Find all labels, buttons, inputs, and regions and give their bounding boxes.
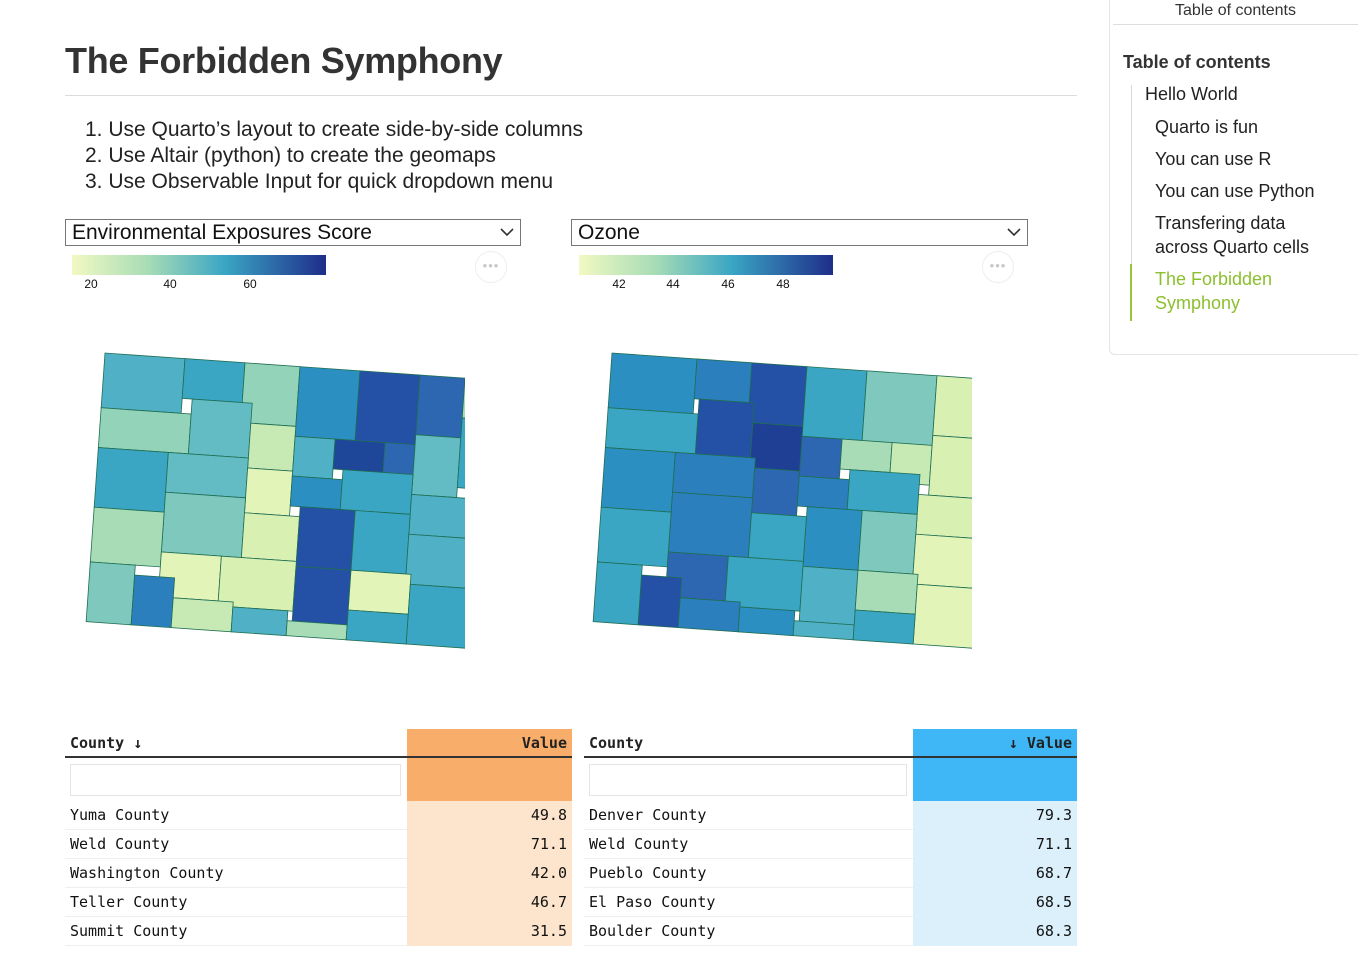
metric-select-left-value: Environmental Exposures Score	[72, 221, 372, 244]
legend-tick: 40	[163, 277, 177, 291]
toc-item-forbidden-symphony[interactable]: The Forbidden	[1155, 269, 1273, 289]
county-table-left: County ↓ Value Yuma County 49.8 Weld Coun…	[65, 729, 572, 946]
toc-active-indicator	[1130, 264, 1132, 321]
county-cell: Yuma County	[70, 806, 170, 824]
county-cell: Weld County	[589, 835, 689, 853]
value-cell: 31.5	[407, 917, 572, 946]
step-item: 3. Use Observable Input for quick dropdo…	[85, 170, 554, 193]
value-cell: 68.5	[913, 888, 1077, 917]
table-filter-row	[584, 758, 1077, 801]
table-filter-row	[65, 758, 572, 801]
toc-title: Table of contents	[1123, 52, 1271, 72]
value-cell: 71.1	[913, 830, 1077, 859]
legend-tick: 48	[776, 277, 790, 291]
page-title: The Forbidden Symphony	[65, 40, 503, 81]
value-cell: 79.3	[913, 801, 1077, 830]
table-row: Pueblo County 68.7	[584, 859, 1077, 888]
color-legend-right: 42 44 46 48	[579, 255, 835, 295]
county-table-right: County ↓ Value Denver County 79.3 Weld Co…	[584, 729, 1077, 946]
table-row: Teller County 46.7	[65, 888, 572, 917]
color-scale-bar	[579, 255, 833, 275]
table-row: Weld County 71.1	[65, 830, 572, 859]
value-filter-cell	[407, 758, 572, 801]
metric-select-left[interactable]: Environmental Exposures Score	[65, 219, 521, 246]
metric-select-right[interactable]: Ozone	[571, 219, 1028, 246]
step-item: 2. Use Altair (python) to create the geo…	[85, 144, 496, 167]
table-row: Weld County 71.1	[584, 830, 1077, 859]
toc-item-you-can-use-python[interactable]: You can use Python	[1155, 181, 1315, 201]
sort-county-header[interactable]: County ↓	[70, 734, 143, 752]
toc-item-forbidden-symphony-cont[interactable]: Symphony	[1155, 293, 1241, 313]
toc-item-hello-world[interactable]: Hello World	[1145, 84, 1238, 104]
steps-list: 1. Use Quarto’s layout to create side-by…	[85, 117, 583, 195]
county-cell: Summit County	[70, 922, 188, 940]
value-filter-cell	[913, 758, 1077, 801]
chart-actions-button[interactable]: •••	[475, 251, 507, 283]
legend-tick: 20	[84, 277, 98, 291]
value-header[interactable]: Value	[407, 729, 572, 756]
chevron-down-icon	[1007, 228, 1021, 237]
county-cell: Pueblo County	[589, 864, 707, 882]
county-cell: Teller County	[70, 893, 188, 911]
toc-item-transfering-data-cont[interactable]: across Quarto cells	[1155, 237, 1310, 257]
table-row: Summit County 31.5	[65, 917, 572, 946]
toc-header: Table of contents	[1113, 0, 1358, 25]
color-legend-left: 20 40 60	[72, 255, 328, 295]
county-cell: Washington County	[70, 864, 224, 882]
legend-tick: 42	[612, 277, 626, 291]
toc-item-quarto-is-fun[interactable]: Quarto is fun	[1155, 117, 1259, 137]
toc-item-you-can-use-r[interactable]: You can use R	[1155, 149, 1272, 169]
toc-sidebar	[1109, 0, 1358, 355]
value-cell: 68.7	[913, 859, 1077, 888]
title-divider	[65, 95, 1077, 96]
value-cell: 71.1	[407, 830, 572, 859]
toc-rule	[1131, 85, 1132, 321]
legend-tick: 44	[666, 277, 680, 291]
legend-tick: 60	[243, 277, 257, 291]
table-row: El Paso County 68.5	[584, 888, 1077, 917]
county-cell: Denver County	[589, 806, 707, 824]
step-item: 1. Use Quarto’s layout to create side-by…	[85, 118, 584, 141]
value-cell: 68.3	[913, 917, 1077, 946]
chevron-down-icon	[500, 228, 514, 237]
color-scale-bar	[72, 255, 326, 275]
value-cell: 49.8	[407, 801, 572, 830]
table-header: County ↓ Value	[584, 729, 1077, 758]
table-row: Denver County 79.3	[584, 801, 1077, 830]
legend-tick: 46	[721, 277, 735, 291]
sort-county-header[interactable]: County	[589, 734, 644, 752]
county-map-left[interactable]	[65, 345, 496, 665]
chart-actions-button[interactable]: •••	[982, 251, 1014, 283]
toc-item-transfering-data[interactable]: Transfering data	[1155, 213, 1286, 233]
table-row: Yuma County 49.8	[65, 801, 572, 830]
county-filter-input[interactable]	[70, 764, 401, 796]
table-header: County ↓ Value	[65, 729, 572, 758]
value-cell: 42.0	[407, 859, 572, 888]
metric-select-right-value: Ozone	[578, 221, 640, 244]
value-cell: 46.7	[407, 888, 572, 917]
table-row: Washington County 42.0	[65, 859, 572, 888]
table-row: Boulder County 68.3	[584, 917, 1077, 946]
county-map-right[interactable]	[572, 345, 1008, 665]
county-cell: Boulder County	[589, 922, 716, 940]
county-cell: El Paso County	[589, 893, 716, 911]
value-header[interactable]: ↓ Value	[913, 729, 1077, 756]
county-filter-input[interactable]	[589, 764, 907, 796]
county-cell: Weld County	[70, 835, 170, 853]
